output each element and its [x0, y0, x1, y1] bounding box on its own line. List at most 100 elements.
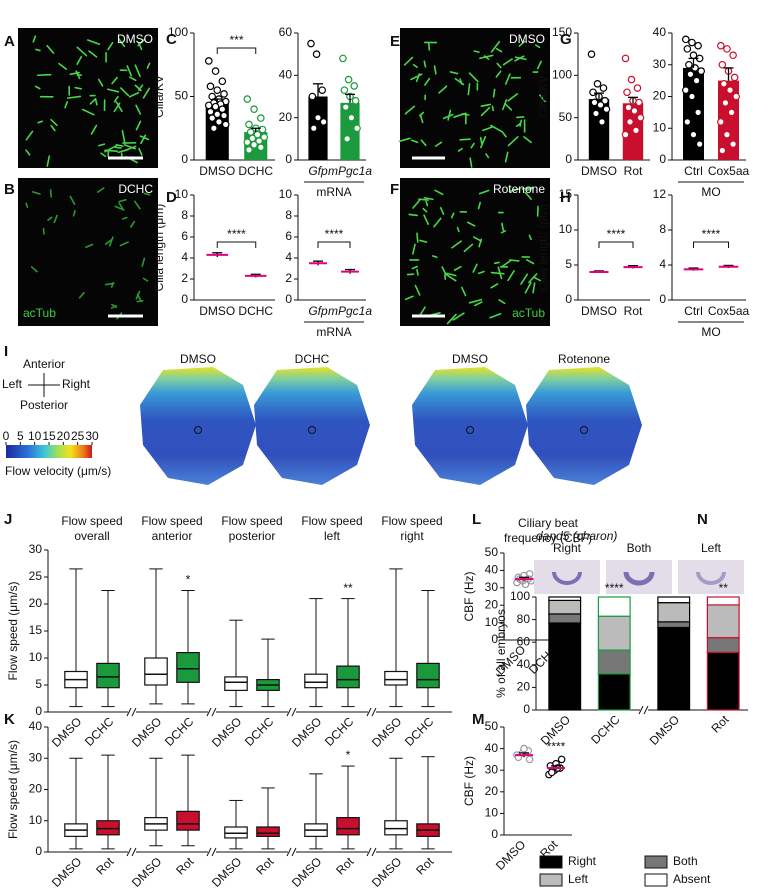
cilium: [90, 124, 98, 135]
map-title: DMSO: [452, 352, 488, 366]
y-tick-label: 0: [285, 292, 292, 306]
cilium: [135, 104, 142, 115]
cilium: [470, 142, 475, 149]
y-tick-label: 6: [285, 229, 292, 243]
group-title: anterior: [152, 529, 193, 543]
stacked-segment: [706, 651, 740, 711]
cilium: [94, 98, 98, 106]
cilium: [490, 124, 503, 133]
x-tick-label: DMSO: [209, 854, 244, 889]
cilium: [490, 283, 499, 289]
y-tick-label: 10: [279, 187, 293, 201]
cilium: [504, 151, 509, 163]
data-point: [260, 133, 269, 141]
data-point: [308, 92, 317, 101]
box: [336, 817, 360, 836]
data-point: [250, 105, 258, 114]
x-tick-label: Gfp: [308, 164, 328, 178]
data-point: [681, 35, 690, 44]
axis-break: [291, 847, 297, 857]
x-tick-label: DMSO: [209, 714, 244, 749]
cilium: [25, 130, 34, 141]
kv-center: [580, 426, 588, 434]
box: [416, 662, 440, 689]
panel-label: J: [4, 511, 12, 528]
axis-gap: [208, 849, 216, 855]
data-point: [716, 41, 725, 50]
y-tick-label: 0: [659, 152, 666, 166]
data-point: [720, 80, 728, 88]
cilium: [25, 149, 31, 156]
axis-break: [206, 707, 212, 717]
y-axis-label: Flow speed (μm/s): [6, 740, 20, 839]
box: [96, 820, 120, 836]
image-label: DCHC: [118, 182, 153, 196]
group-title: right: [400, 529, 424, 543]
cilium: [491, 105, 495, 112]
y-tick-label: 10: [653, 120, 667, 134]
x-tick-label: Gfp: [308, 304, 328, 318]
cilium: [438, 85, 448, 94]
axis-gap: [288, 709, 296, 715]
x-tick-label: DCHC: [588, 712, 623, 747]
cilium: [76, 46, 88, 57]
data-point: [695, 140, 704, 148]
cilium: [137, 38, 146, 47]
data-point: [257, 114, 265, 122]
x-tick-label: Rot: [173, 854, 197, 878]
cilium: [404, 295, 414, 301]
data-point: [318, 86, 327, 94]
box: [336, 665, 360, 689]
data-point: [683, 118, 692, 126]
stacked-segment: [548, 613, 582, 624]
significance-bracket: [317, 241, 351, 248]
cilium: [525, 187, 533, 192]
cilium: [434, 189, 444, 196]
y-tick-label: 20: [653, 89, 667, 103]
cilium: [480, 103, 492, 107]
image-label: Rotenone: [493, 182, 545, 196]
cilium: [46, 44, 55, 54]
colorbar-tick-label: 0: [3, 429, 10, 443]
cilium: [456, 226, 460, 233]
colorbar-tick-label: 25: [71, 429, 85, 443]
cilium: [461, 113, 470, 116]
cilium: [538, 94, 547, 103]
cilium: [30, 266, 38, 273]
cilium: [121, 129, 126, 143]
x-tick-label: DMSO: [581, 164, 617, 178]
axis-gap: [128, 849, 136, 855]
data-point: [210, 124, 218, 133]
x-axis-label: mRNA: [316, 185, 351, 199]
cilium: [514, 55, 525, 62]
y-tick-label: 50: [485, 719, 499, 733]
map-title: DCHC: [295, 352, 330, 366]
cilium: [473, 50, 480, 53]
panel-label: H: [560, 189, 571, 206]
cilium: [497, 266, 503, 280]
significance-bracket: [216, 241, 257, 248]
significance: ****: [547, 740, 566, 754]
cilium: [469, 157, 473, 168]
panel-label: K: [4, 711, 15, 728]
cilium: [518, 40, 526, 47]
significance: **: [719, 581, 729, 595]
data-point: [730, 73, 739, 82]
dand5-stain: [696, 571, 726, 585]
y-tick-label: 100: [552, 68, 572, 82]
stacked-segment: [597, 596, 631, 617]
legend-swatch: [539, 855, 563, 869]
cilium: [81, 108, 95, 116]
cilium: [114, 146, 122, 149]
x-axis-label: MO: [701, 185, 720, 199]
cilium: [528, 234, 532, 241]
cilium: [120, 87, 130, 97]
data-point: [215, 118, 223, 126]
data-point: [243, 95, 252, 103]
cilium: [452, 312, 465, 321]
cilium: [138, 147, 143, 156]
cilium: [468, 298, 483, 304]
data-point: [344, 75, 353, 84]
data-point: [633, 84, 642, 92]
cilium: [128, 91, 140, 98]
